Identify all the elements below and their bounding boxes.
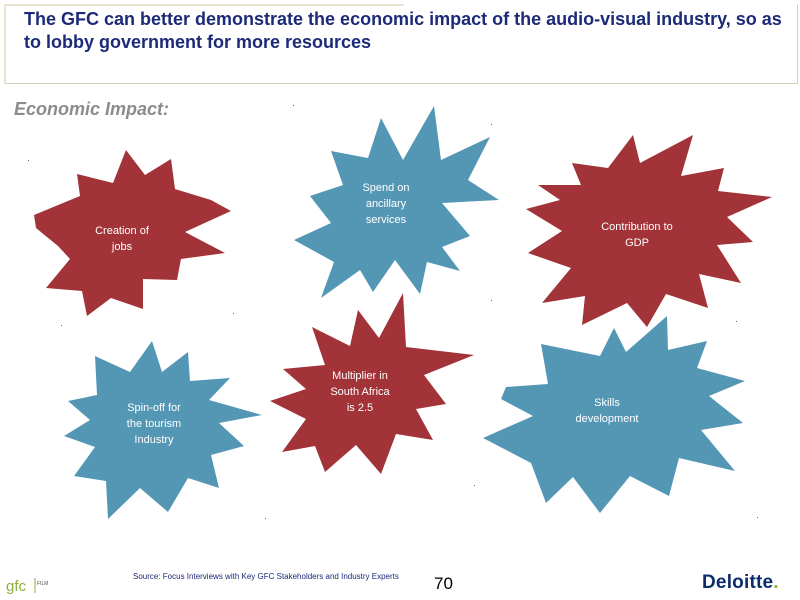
svg-text:FILM: FILM: [37, 581, 48, 587]
speck-dot: [293, 105, 294, 106]
burst-label-creation-of-jobs: Creation of jobs: [95, 225, 149, 253]
title-frame: [4, 4, 798, 84]
burst-label-spin-off-tourism: Spin-off for the tourism Industry: [126, 402, 182, 446]
speck-dot: [28, 160, 29, 161]
title-left-rule: [4, 4, 6, 84]
burst-skills-development: [483, 316, 745, 513]
burst-spin-off-tourism: [64, 341, 262, 519]
speck-dot: [61, 325, 62, 326]
burst-spend-on-ancillary: [294, 106, 499, 298]
burst-label-multiplier-sa: Multiplier in South Africa is 2.5: [330, 370, 390, 414]
section-subtitle: Economic Impact:: [14, 99, 170, 119]
page-number: 70: [434, 574, 453, 593]
source-note: Source: Focus Interviews with Key GFC St…: [133, 572, 399, 581]
burst-creation-of-jobs: [34, 150, 231, 316]
speck-dot: [474, 485, 475, 486]
deloitte-dot: .: [773, 572, 779, 593]
burst-multiplier-sa: [270, 293, 474, 474]
speck-dot: [265, 518, 266, 519]
burst-label-skills-development: Skills development: [575, 397, 639, 425]
title-top-rule: [4, 4, 404, 6]
slide-title: The GFC can better demonstrate the econo…: [24, 9, 782, 52]
speck-dot: [491, 124, 492, 125]
speck-dot: [233, 313, 234, 314]
speck-dot: [491, 300, 492, 301]
speck-dot: [757, 517, 758, 518]
burst-label-spend-on-ancillary: Spend on ancillary services: [362, 182, 410, 226]
svg-text:gfc: gfc: [6, 578, 27, 595]
deloitte-logo: Deloitte.: [702, 572, 779, 594]
deloitte-wordmark: Deloitte: [702, 572, 774, 593]
burst-label-contribution-gdp: Contribution to GDP: [601, 221, 673, 249]
speck-dot: [736, 321, 737, 322]
gfc-film-logo: gfc FILM: [6, 578, 48, 595]
burst-contribution-gdp: [526, 135, 772, 327]
